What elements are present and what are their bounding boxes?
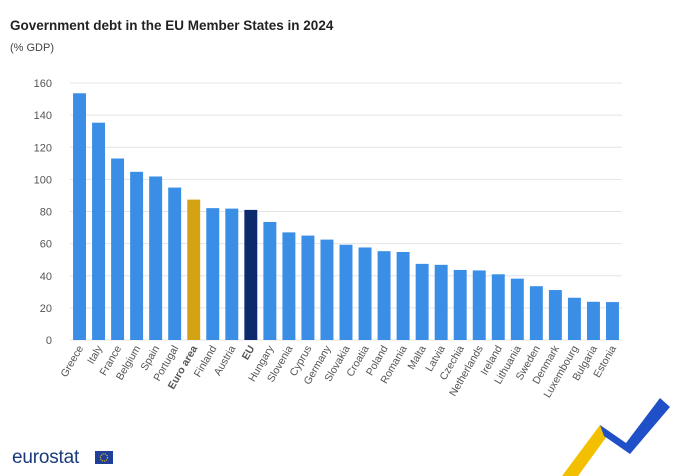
bar-ireland xyxy=(491,274,505,340)
bar-italy xyxy=(92,122,106,340)
y-tick-label: 60 xyxy=(40,239,52,251)
bar-sweden xyxy=(529,286,543,340)
yellow-stripe-graphic xyxy=(562,425,610,476)
bar-malta xyxy=(415,263,429,340)
y-tick-label: 100 xyxy=(34,174,52,186)
bar-euro-area xyxy=(187,199,201,340)
bar-latvia xyxy=(434,264,448,340)
bar-portugal xyxy=(168,187,182,340)
bar-netherlands xyxy=(472,270,486,340)
bar-bulgaria xyxy=(586,301,600,340)
y-tick-label: 40 xyxy=(40,271,52,283)
bar-poland xyxy=(377,251,391,340)
bar-greece xyxy=(73,93,86,340)
bar-croatia xyxy=(358,247,372,340)
bar-estonia xyxy=(606,302,619,340)
bar-germany xyxy=(320,239,334,340)
y-tick-label: 20 xyxy=(40,303,52,315)
y-tick-label: 140 xyxy=(34,110,52,122)
y-tick-label: 0 xyxy=(46,335,52,347)
bar-slovakia xyxy=(339,244,353,340)
bar-spain xyxy=(149,176,163,340)
bar-slovenia xyxy=(282,232,296,340)
y-tick-label: 160 xyxy=(34,78,52,90)
bar-cyprus xyxy=(301,235,315,340)
bar-finland xyxy=(206,208,220,340)
bar-denmark xyxy=(548,290,562,340)
bar-czechia xyxy=(453,269,467,340)
eurostat-logo: eurostat xyxy=(12,447,80,468)
bar-austria xyxy=(225,208,239,340)
bar-eu xyxy=(244,209,258,340)
blue-stripe-graphic xyxy=(600,398,670,454)
bar-luxembourg xyxy=(567,297,581,340)
bar-france xyxy=(111,158,125,340)
bar-belgium xyxy=(130,171,144,340)
y-tick-label: 80 xyxy=(40,207,52,219)
bar-lithuania xyxy=(510,278,524,340)
bar-romania xyxy=(396,251,410,340)
y-tick-label: 120 xyxy=(34,142,52,154)
chart-subtitle: (% GDP) xyxy=(10,42,54,54)
chart-title: Government debt in the EU Member States … xyxy=(10,18,334,33)
eu-flag-icon xyxy=(95,451,113,464)
bar-hungary xyxy=(263,221,277,340)
